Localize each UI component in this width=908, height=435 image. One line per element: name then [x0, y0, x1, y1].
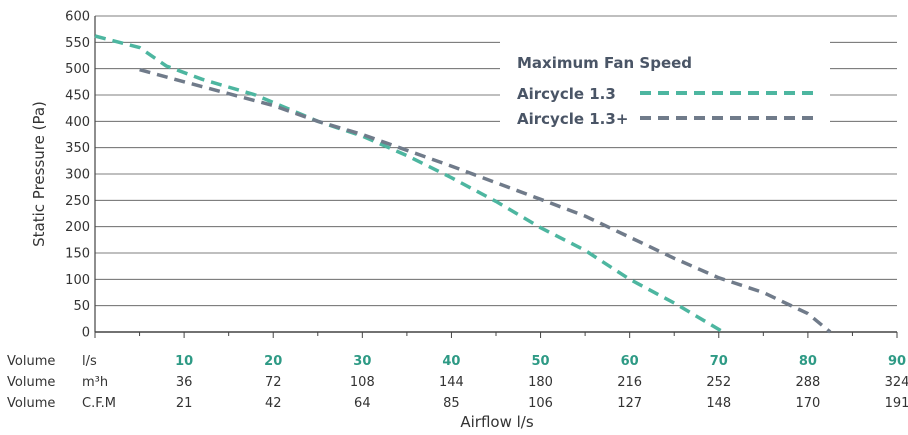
- table-cell: 80: [799, 354, 817, 369]
- y-tick-label: 500: [65, 62, 90, 77]
- y-tick-label: 200: [65, 220, 90, 235]
- legend-title: Maximum Fan Speed: [517, 54, 692, 72]
- y-tick-label: 50: [73, 299, 90, 314]
- table-cell: 40: [442, 354, 460, 369]
- table-row-unit: l/s: [82, 354, 97, 369]
- y-axis-title: Static Pressure (Pa): [30, 101, 48, 247]
- table-cell: 216: [617, 375, 642, 390]
- series-line-aircycle-1-3-plus: [139, 68, 832, 334]
- y-tick-label: 0: [82, 326, 90, 341]
- table-cell: 108: [350, 375, 375, 390]
- y-tick-label: 550: [65, 36, 90, 51]
- table-cell: 324: [885, 375, 908, 390]
- table-cell: 106: [528, 396, 553, 411]
- x-axis-ticks: [94, 332, 898, 338]
- y-tick-label: 100: [65, 273, 90, 288]
- table-cell: 64: [354, 396, 371, 411]
- table-cell: 20: [264, 354, 282, 369]
- table-cell: 90: [888, 354, 906, 369]
- y-tick-label: 300: [65, 168, 90, 183]
- table-cell: 191: [885, 396, 908, 411]
- y-axis-ticks: 0 50 100 150 200 250 300 350 400 450 500 550 600: [65, 10, 90, 341]
- table-cell: 30: [353, 354, 371, 369]
- table-cell: 288: [795, 375, 820, 390]
- table-row-label: Volume: [7, 396, 55, 411]
- table-cell: 60: [621, 354, 639, 369]
- legend-background: [500, 40, 830, 140]
- table-row-label: Volume: [7, 375, 55, 390]
- table-cell: 85: [443, 396, 460, 411]
- table-cell: 148: [706, 396, 731, 411]
- volume-table: Volume l/s 10 20 30 40 50 60 70 80 90 Volume m³h 36 72…: [7, 354, 908, 411]
- y-tick-label: 450: [65, 89, 90, 104]
- y-tick-label: 350: [65, 141, 90, 156]
- table-cell: 72: [265, 375, 282, 390]
- table-cell: 21: [176, 396, 193, 411]
- table-cell: 42: [265, 396, 282, 411]
- table-cell: 10: [175, 354, 193, 369]
- y-tick-label: 150: [65, 247, 90, 262]
- table-cell: 170: [795, 396, 820, 411]
- table-cell: 252: [706, 375, 731, 390]
- series-line-aircycle-1-3: [94, 34, 725, 334]
- y-tick-label: 400: [65, 115, 90, 130]
- table-row-unit: C.F.M: [82, 396, 116, 411]
- table-cell: 127: [617, 396, 642, 411]
- legend-label-aircycle-1-3: Aircycle 1.3: [517, 85, 616, 103]
- series-lines: [94, 34, 832, 334]
- x-axis-title: Airflow l/s: [460, 413, 533, 431]
- table-cell: 144: [439, 375, 464, 390]
- table-cell: 180: [528, 375, 553, 390]
- table-cell: 70: [710, 354, 728, 369]
- table-row-unit: m³h: [82, 375, 108, 390]
- y-tick-label: 600: [65, 10, 90, 25]
- table-cell: 36: [176, 375, 193, 390]
- legend-label-aircycle-1-3-plus: Aircycle 1.3+: [517, 110, 628, 128]
- y-tick-label: 250: [65, 194, 90, 209]
- table-cell: 50: [532, 354, 550, 369]
- table-row-label: Volume: [7, 354, 55, 369]
